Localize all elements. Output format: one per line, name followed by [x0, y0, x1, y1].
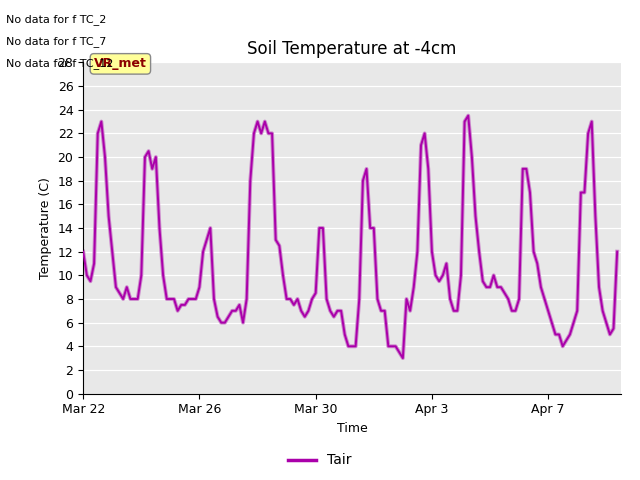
Y-axis label: Temperature (C): Temperature (C) — [39, 177, 52, 279]
Title: Soil Temperature at -4cm: Soil Temperature at -4cm — [247, 40, 457, 58]
X-axis label: Time: Time — [337, 422, 367, 435]
Text: VR_met: VR_met — [94, 58, 147, 71]
Legend: Tair: Tair — [283, 448, 357, 473]
Text: No data for f TC_2: No data for f TC_2 — [6, 14, 107, 25]
Text: No data for f TC_12: No data for f TC_12 — [6, 58, 114, 69]
Text: No data for f TC_7: No data for f TC_7 — [6, 36, 107, 47]
